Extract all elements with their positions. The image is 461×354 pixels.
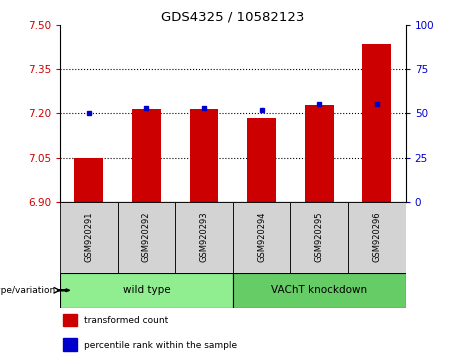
Bar [233, 273, 406, 308]
Bar [64, 314, 77, 326]
Text: GSM920296: GSM920296 [372, 212, 381, 263]
Text: VAChT knockdown: VAChT knockdown [271, 285, 367, 295]
Bar [247, 118, 276, 202]
Text: wild type: wild type [123, 285, 170, 295]
Text: GSM920295: GSM920295 [315, 212, 324, 262]
Bar [189, 109, 219, 202]
Bar [362, 44, 391, 202]
Bar [348, 202, 406, 273]
Bar [118, 202, 175, 273]
Title: GDS4325 / 10582123: GDS4325 / 10582123 [161, 11, 305, 24]
Text: percentile rank within the sample: percentile rank within the sample [84, 341, 237, 350]
Text: GSM920293: GSM920293 [200, 212, 208, 263]
Text: GSM920292: GSM920292 [142, 212, 151, 262]
Text: transformed count: transformed count [84, 316, 168, 325]
Text: GSM920294: GSM920294 [257, 212, 266, 262]
Bar [64, 338, 77, 351]
Bar [60, 273, 233, 308]
Bar [175, 202, 233, 273]
Bar [290, 202, 348, 273]
Bar [305, 105, 334, 202]
Bar [132, 109, 161, 202]
Bar [60, 202, 118, 273]
Text: genotype/variation: genotype/variation [0, 286, 55, 295]
Text: GSM920291: GSM920291 [84, 212, 93, 262]
Bar [233, 202, 290, 273]
Bar [74, 158, 103, 202]
